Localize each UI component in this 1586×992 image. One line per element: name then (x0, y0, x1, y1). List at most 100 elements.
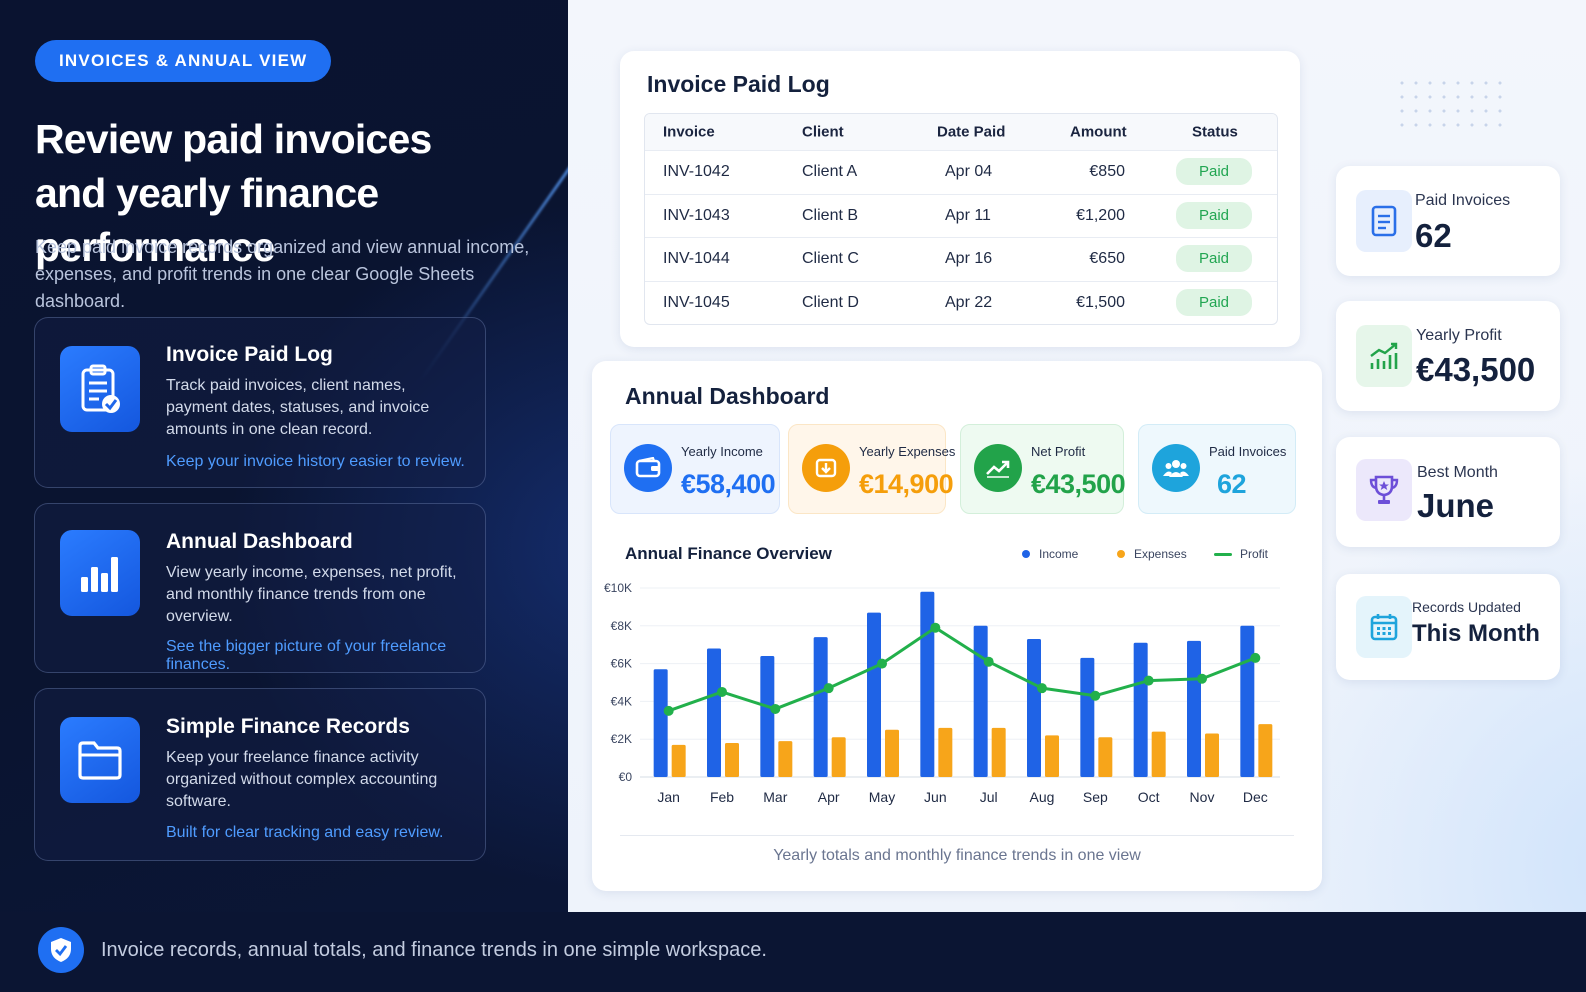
legend-label: Expenses (1134, 547, 1187, 561)
users-icon (1152, 444, 1200, 492)
profit-point (770, 703, 781, 714)
bar-expenses (1098, 737, 1113, 777)
y-tick-label: €10K (604, 581, 632, 595)
x-tick-label: Apr (818, 789, 840, 805)
client-name: Client C (802, 250, 859, 268)
client-name: Client A (802, 163, 858, 181)
feature-title: Invoice Paid Log (166, 343, 333, 366)
invoice-id: INV-1042 (663, 163, 730, 181)
hero-panel: INVOICES & ANNUAL VIEW Review paid invoi… (0, 0, 568, 912)
bar-expenses (778, 741, 793, 777)
legend-expenses-swatch (1117, 550, 1125, 558)
bar-income (813, 637, 828, 777)
legend-profit-swatch (1214, 552, 1232, 556)
bar-income (760, 656, 775, 777)
profit-point (1037, 683, 1047, 694)
growth-chart-icon (1356, 325, 1412, 387)
y-tick-label: €8K (611, 619, 632, 633)
bar-expenses (885, 729, 899, 777)
y-tick-label: €2K (611, 732, 632, 746)
dashboard-title: Annual Dashboard (625, 383, 830, 409)
profit-point (663, 705, 674, 716)
feature-link[interactable]: Built for clear tracking and easy review… (166, 824, 444, 841)
column-header-date-paid[interactable]: Date Paid (937, 123, 1006, 141)
bar-income (653, 669, 668, 777)
x-tick-label: Oct (1138, 789, 1160, 805)
stat-value: This Month (1412, 620, 1540, 647)
profit-point (1143, 675, 1154, 686)
calendar-icon (1356, 596, 1412, 658)
table-row[interactable]: INV-1042 Client A Apr 04 €850 Paid (645, 150, 1277, 194)
page-headline: Review paid invoices and yearly finance … (35, 112, 555, 274)
legend-label: Income (1039, 547, 1079, 561)
table-row[interactable]: INV-1043 Client B Apr 11 €1,200 Paid (645, 193, 1277, 238)
feature-link[interactable]: Keep your invoice history easier to revi… (166, 453, 465, 470)
table-row[interactable]: INV-1044 Client C Apr 16 €650 Paid (645, 237, 1277, 281)
feature-card-invoice-log: Invoice Paid Log Track paid invoices, cl… (34, 317, 486, 488)
column-header-amount[interactable]: Amount (1070, 123, 1127, 141)
table-row[interactable]: INV-1045 Client D Apr 22 €1,500 Paid (645, 280, 1277, 325)
invoice-log-title: Invoice Paid Log (647, 71, 830, 97)
profit-point (823, 683, 834, 694)
kpi-value: €14,900 (859, 469, 954, 499)
footer-bar: Invoice records, annual totals, and fina… (0, 912, 1586, 992)
kpi-label: Yearly Expenses (859, 444, 956, 459)
invoice-log-card: Invoice Paid Log Invoice Client Date Pai… (620, 51, 1300, 347)
stat-value: June (1417, 487, 1495, 524)
date-paid: Apr 16 (945, 250, 993, 268)
column-header-status[interactable]: Status (1192, 123, 1238, 141)
stat-value: 62 (1415, 217, 1452, 254)
bar-expenses (938, 727, 953, 777)
bar-income (920, 591, 935, 777)
legend-profit[interactable]: Profit (1214, 547, 1268, 561)
bar-income (1027, 639, 1041, 777)
wallet-icon (624, 444, 672, 492)
bar-income (1080, 657, 1095, 777)
status-badge: Paid (1176, 288, 1253, 316)
annual-finance-chart: €0 €2K €4K €6K €8K €10K Jan Feb Mar Apr May Jun Jul A… (604, 581, 1280, 805)
stat-card-best-month: Best Month June (1336, 437, 1560, 547)
x-tick-label: Aug (1030, 789, 1055, 805)
y-tick-label: €4K (611, 694, 632, 708)
invoice-amount: €1,200 (1076, 206, 1125, 224)
invoice-amount: €650 (1089, 250, 1125, 268)
bar-expenses (1205, 733, 1219, 777)
kpi-label: Paid Invoices (1209, 444, 1287, 459)
bar-expenses (991, 727, 1006, 777)
kpi-label: Yearly Income (681, 444, 763, 459)
shield-check-icon (38, 927, 84, 973)
bar-income (1240, 625, 1255, 777)
x-tick-label: Mar (763, 789, 787, 805)
stat-card-yearly-profit: Yearly Profit €43,500 (1336, 301, 1560, 411)
x-tick-label: Sep (1083, 789, 1108, 805)
status-badge: Paid (1176, 158, 1253, 186)
bar-expenses (1258, 724, 1273, 777)
bar-income (1133, 642, 1148, 777)
kpi-yearly-expenses: Yearly Expenses €14,900 (788, 424, 955, 514)
dot-pattern (1395, 76, 1505, 136)
client-name: Client D (802, 293, 859, 311)
x-tick-label: Jun (924, 789, 947, 805)
legend-income[interactable]: Income (1022, 547, 1078, 561)
bar-chart-icon (60, 530, 140, 616)
folder-icon (60, 717, 140, 803)
date-paid: Apr 22 (945, 293, 993, 311)
column-header-client[interactable]: Client (802, 123, 844, 141)
feature-card-finance-records: Simple Finance Records Keep your freelan… (34, 688, 486, 861)
bar-expenses (725, 742, 739, 777)
kpi-value: €58,400 (681, 469, 776, 499)
feature-description: View yearly income, expenses, net profit… (166, 564, 457, 625)
legend-expenses[interactable]: Expenses (1117, 547, 1187, 561)
table-header-row: Invoice Client Date Paid Amount Status (645, 114, 1277, 150)
profit-point (717, 686, 727, 697)
column-header-invoice[interactable]: Invoice (663, 123, 715, 141)
invoice-id: INV-1043 (663, 206, 730, 224)
annual-dashboard-card: Annual Dashboard Yearly Income €58,400 Y… (592, 361, 1322, 891)
kpi-net-profit: Net Profit €43,500 (960, 424, 1126, 514)
dashboard-footnote: Yearly totals and monthly finance trends… (773, 847, 1141, 864)
trend-up-icon (974, 444, 1022, 492)
stat-card-paid-invoices: Paid Invoices 62 (1336, 166, 1560, 276)
feature-link[interactable]: See the bigger picture of your freelance… (166, 638, 447, 673)
legend-income-swatch (1022, 550, 1030, 558)
date-paid: Apr 11 (945, 206, 991, 224)
